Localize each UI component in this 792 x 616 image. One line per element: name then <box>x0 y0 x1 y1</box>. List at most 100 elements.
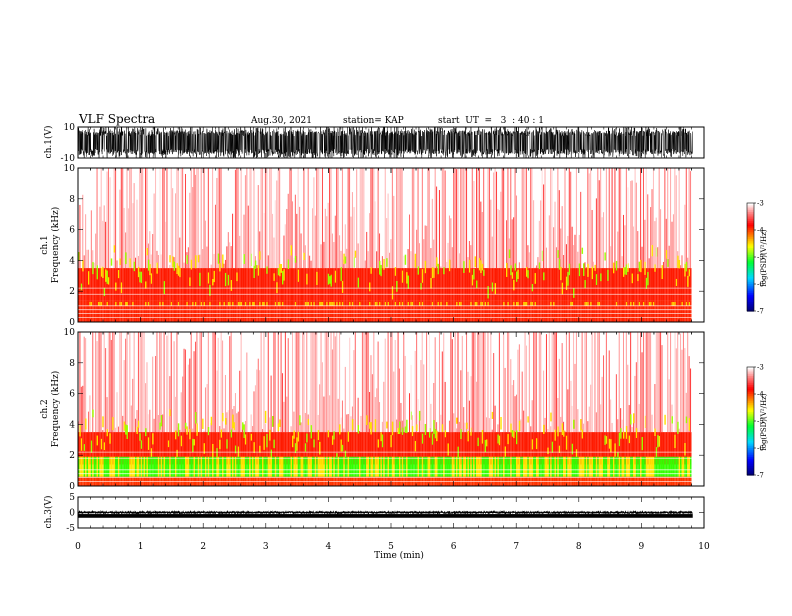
spectrogram-cell <box>335 271 336 283</box>
spectrogram-cell <box>342 168 343 268</box>
spectrogram-cell <box>331 168 332 268</box>
spectrogram-cell <box>477 300 478 322</box>
spectrogram-cell <box>358 425 359 433</box>
spectrogram-cell <box>192 268 193 300</box>
spectrogram-cell <box>445 300 446 322</box>
spectrogram-cell <box>545 300 546 322</box>
spectrogram-cell <box>292 201 293 268</box>
spectrogram-cell <box>666 268 667 300</box>
spectrogram-cell <box>343 254 344 264</box>
spectrogram-cell <box>603 300 604 322</box>
spectrogram-cell <box>567 389 568 432</box>
spectrogram-cell <box>429 268 430 300</box>
spectrogram-cell <box>545 168 546 268</box>
y-tick-label: 0 <box>69 318 75 328</box>
spectrogram-cell <box>440 302 441 306</box>
spectrogram-cell <box>580 192 581 268</box>
spectrogram-cell <box>482 212 483 268</box>
spectrogram-cell <box>576 332 577 432</box>
spectrogram-cell <box>291 300 292 322</box>
spectrogram-cell <box>159 302 160 306</box>
spectrogram-cell <box>171 268 172 300</box>
spectrogram-cell <box>82 195 83 268</box>
spectrogram-cell <box>676 175 677 268</box>
spectrogram-cell <box>194 300 195 322</box>
spectrogram-cell <box>363 332 364 432</box>
spectrogram-cell <box>275 168 276 268</box>
spectrogram-cell <box>525 302 526 306</box>
spectrogram-cell <box>265 268 266 300</box>
spectrogram-cell <box>285 268 286 300</box>
spectrogram-cell <box>309 332 310 432</box>
spectrogram-cell <box>594 300 595 322</box>
spectrogram-cell <box>684 205 685 268</box>
spectrogram-cell <box>356 169 357 268</box>
spectrogram-cell <box>572 268 573 300</box>
spectrogram-cell <box>385 302 386 306</box>
spectrogram-cell <box>413 168 414 268</box>
spectrogram-cell <box>81 438 82 451</box>
spectrogram-cell <box>191 268 192 300</box>
spectrogram-cell <box>346 268 347 300</box>
spectrogram-cell <box>152 300 153 322</box>
spectrogram-cell <box>365 300 366 322</box>
spectrogram-cell <box>643 168 644 268</box>
spectrogram-cell <box>205 387 206 432</box>
spectrogram-cell <box>318 168 319 268</box>
spectrogram-cell <box>218 300 219 322</box>
spectrogram-cell <box>216 332 217 432</box>
spectrogram-cell <box>469 268 470 300</box>
spectrogram-cell <box>171 332 172 432</box>
spectrogram-cell <box>139 272 140 283</box>
spectrogram-cell <box>549 300 550 322</box>
spectrogram-cell <box>436 431 437 442</box>
spectrogram-cell <box>296 332 297 432</box>
spectrogram-cell <box>239 371 240 432</box>
spectrogram-cell <box>540 332 541 432</box>
spectrogram-cell <box>428 300 429 322</box>
spectrogram-cell <box>378 439 379 447</box>
spectrogram-cell <box>686 417 687 424</box>
spectrogram-cell <box>375 302 376 306</box>
spectrogram-cell <box>393 196 394 268</box>
spectrogram-cell <box>552 332 553 432</box>
spectrogram-cell <box>341 251 342 268</box>
spectrogram-cell <box>91 302 92 306</box>
spectrogram-cell <box>617 232 618 269</box>
spectrogram-cell <box>650 268 651 300</box>
spectrogram-cell <box>460 302 461 306</box>
spectrogram-cell <box>366 232 367 268</box>
spectrogram-cell <box>503 268 504 300</box>
spectrogram-cell <box>298 332 299 432</box>
spectrogram-cell <box>395 340 396 432</box>
spectrogram-cell <box>513 217 514 268</box>
spectrogram-cell <box>659 300 660 322</box>
spectrogram-cell <box>375 168 376 268</box>
spectrogram-cell <box>539 268 540 300</box>
spectrogram-cell <box>208 332 209 432</box>
spectrogram-cell <box>590 302 591 306</box>
spectrogram-cell <box>643 268 644 300</box>
spectrogram-cell <box>572 332 573 432</box>
spectrogram-cell <box>647 272 648 285</box>
spectrogram-cell <box>657 332 658 432</box>
spectrogram-cell <box>119 302 120 306</box>
spectrogram-cell <box>560 300 561 322</box>
spectrogram-cell <box>166 336 167 432</box>
spectrogram-cell <box>372 300 373 322</box>
spectrogram-cell <box>430 300 431 322</box>
spectrogram-cell <box>139 168 140 268</box>
spectrogram-cell <box>432 199 433 268</box>
spectrogram-cell <box>419 302 420 306</box>
spectrogram-cell <box>178 168 179 268</box>
spectrogram-cell <box>305 268 306 300</box>
spectrogram-cell <box>87 250 88 268</box>
spectrogram-cell <box>482 332 483 432</box>
spectrogram-cell <box>353 168 354 268</box>
spectrogram-cell <box>415 351 416 432</box>
spectrogram-cell <box>275 302 276 306</box>
spectrogram-cell <box>398 168 399 268</box>
spectrogram-cell <box>108 332 109 432</box>
spectrogram-cell <box>259 302 260 306</box>
spectrogram-cell <box>432 432 433 433</box>
